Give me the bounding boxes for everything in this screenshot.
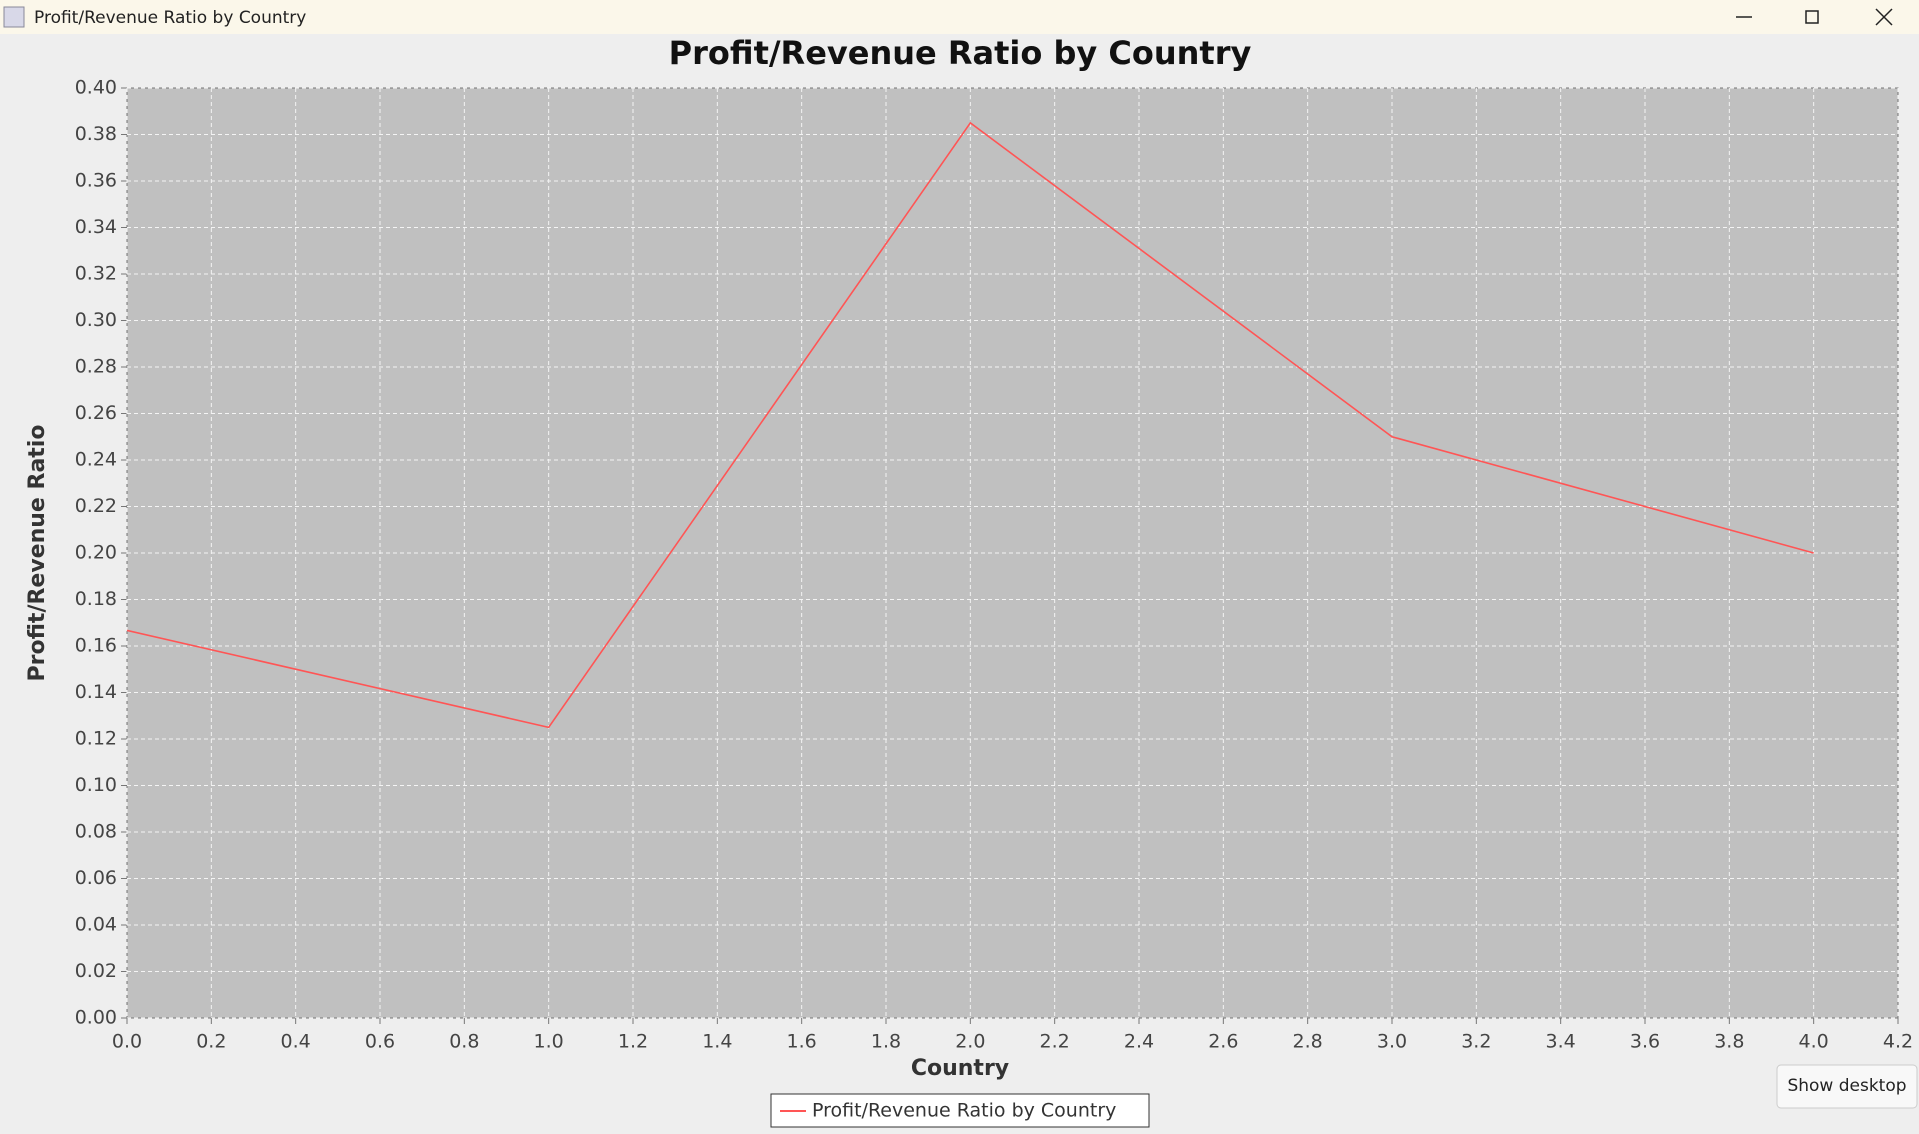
x-tick-label: 1.2: [618, 1031, 648, 1053]
x-tick-label: 3.4: [1546, 1031, 1576, 1053]
y-tick-label: 0.04: [75, 914, 117, 936]
y-tick-label: 0.30: [75, 309, 117, 331]
y-tick-label: 0.08: [75, 821, 117, 843]
close-button[interactable]: [1875, 8, 1893, 26]
legend: [770, 1093, 1150, 1128]
y-tick-label: 0.06: [75, 867, 117, 889]
y-tick-label: 0.40: [75, 77, 117, 99]
x-tick-label: 0.0: [112, 1031, 142, 1053]
y-tick-label: 0.26: [75, 402, 117, 424]
x-tick-label: 3.6: [1630, 1031, 1660, 1053]
x-tick-label: 4.0: [1799, 1031, 1829, 1053]
x-tick-label: 2.4: [1124, 1031, 1154, 1053]
x-tick-label: 2.8: [1293, 1031, 1323, 1053]
window-title: Profit/Revenue Ratio by Country: [34, 8, 306, 28]
x-tick-label: 1.4: [702, 1031, 732, 1053]
x-tick-label: 0.2: [196, 1031, 226, 1053]
y-tick-label: 0.18: [75, 588, 117, 610]
y-tick-label: 0.36: [75, 170, 117, 192]
y-tick-label: 0.00: [75, 1007, 117, 1029]
x-tick-label: 1.6: [787, 1031, 817, 1053]
x-tick-label: 0.8: [449, 1031, 479, 1053]
x-tick-label: 0.4: [281, 1031, 311, 1053]
title-bar: [0, 0, 1919, 34]
x-tick-label: 3.2: [1461, 1031, 1491, 1053]
x-tick-label: 2.0: [955, 1031, 985, 1053]
x-tick-label: 2.2: [1040, 1031, 1070, 1053]
legend-label: Profit/Revenue Ratio by Country: [812, 1100, 1116, 1122]
y-tick-label: 0.20: [75, 542, 117, 564]
y-tick-label: 0.32: [75, 263, 117, 285]
y-tick-label: 0.16: [75, 635, 117, 657]
tooltip: [1776, 1064, 1918, 1109]
app-icon: [3, 6, 25, 28]
x-axis-label: Country: [911, 1056, 1009, 1081]
x-tick-label: 4.2: [1883, 1031, 1913, 1053]
y-tick-label: 0.34: [75, 216, 117, 238]
chart-title: Profit/Revenue Ratio by Country: [669, 34, 1252, 72]
x-tick-label: 0.6: [365, 1031, 395, 1053]
y-tick-label: 0.38: [75, 123, 117, 145]
x-tick-label: 1.8: [871, 1031, 901, 1053]
y-tick-label: 0.12: [75, 728, 117, 750]
tooltip-text: Show desktop: [1787, 1076, 1906, 1096]
x-tick-label: 3.8: [1714, 1031, 1744, 1053]
y-tick-label: 0.02: [75, 960, 117, 982]
x-tick-label: 3.0: [1377, 1031, 1407, 1053]
y-axis-label: Profit/Revenue Ratio: [25, 425, 50, 682]
y-tick-label: 0.10: [75, 774, 117, 796]
x-tick-label: 1.0: [534, 1031, 564, 1053]
y-tick-label: 0.28: [75, 356, 117, 378]
data-line: [126, 121, 1814, 729]
y-tick-label: 0.24: [75, 449, 117, 471]
maximize-button[interactable]: [1805, 10, 1819, 24]
y-tick-label: 0.22: [75, 495, 117, 517]
x-tick-label: 2.6: [1208, 1031, 1238, 1053]
y-tick-label: 0.14: [75, 681, 117, 703]
